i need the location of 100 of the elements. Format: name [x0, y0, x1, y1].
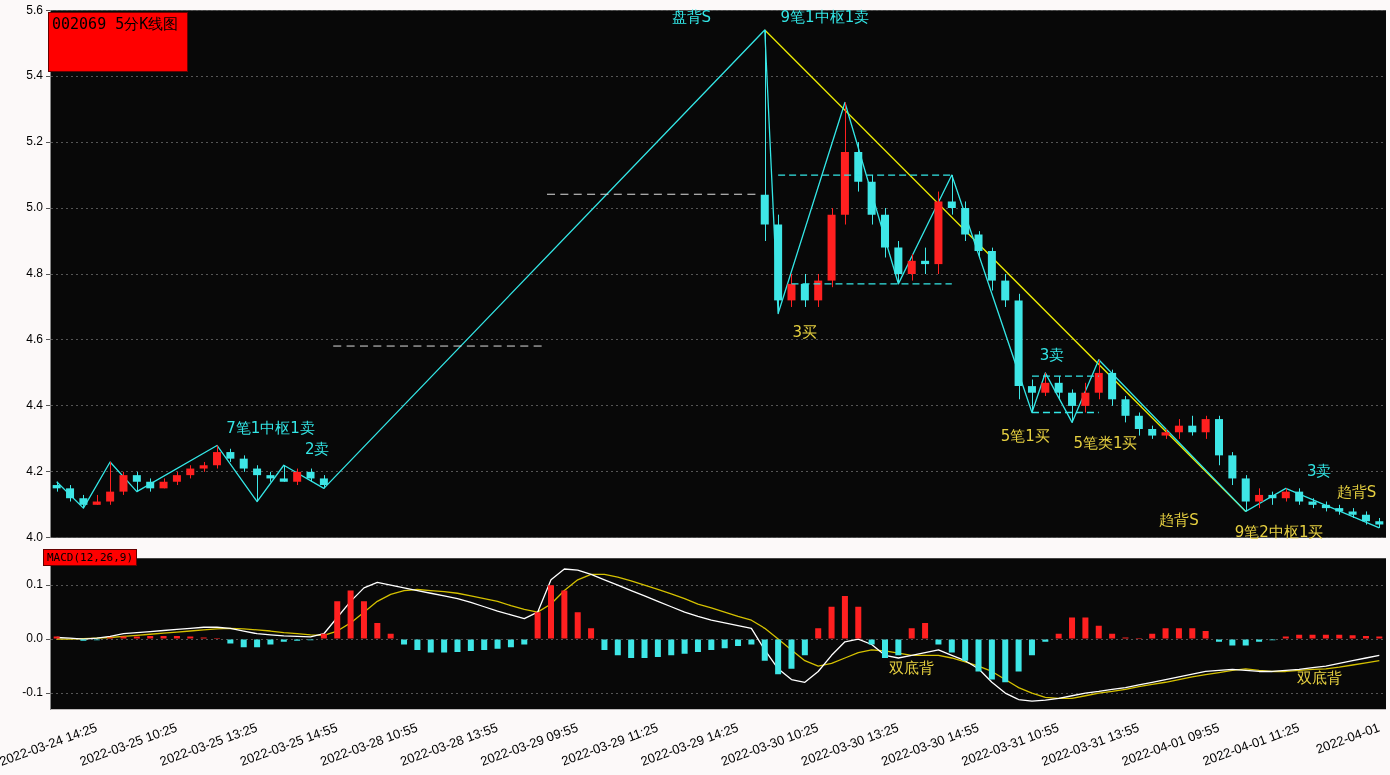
annotation: 2卖	[304, 440, 330, 459]
bar	[908, 628, 915, 639]
y-tick-label: 0.0	[26, 631, 44, 646]
annotation: 7笔1中枢1卖	[226, 418, 315, 437]
bar	[360, 601, 367, 639]
bar	[681, 639, 688, 654]
bar	[280, 639, 287, 642]
bar	[748, 639, 755, 645]
annotation: 盘背S	[671, 8, 712, 27]
y-tick-label: 5.0	[26, 200, 44, 215]
bar	[775, 639, 782, 675]
bar	[641, 639, 648, 658]
annotation: 9笔2中枢1买	[1234, 522, 1324, 541]
bar	[588, 628, 595, 639]
bar	[841, 595, 848, 639]
bar	[788, 639, 795, 669]
bar	[761, 639, 768, 661]
bar	[1189, 628, 1196, 639]
annotation: 5笔1买	[1000, 427, 1050, 446]
candlestick	[1161, 428, 1170, 440]
y-tick-label: 5.6	[26, 2, 44, 17]
bar	[254, 639, 261, 648]
bar	[1296, 634, 1303, 639]
candlestick	[172, 471, 181, 486]
bar	[53, 636, 60, 639]
annotation: 双底背	[1296, 669, 1342, 688]
annotation: 9笔1中枢1卖	[780, 8, 870, 27]
candlestick	[199, 461, 208, 473]
candlestick	[119, 471, 128, 496]
bar	[1242, 639, 1249, 646]
bar	[1215, 639, 1223, 642]
bar	[521, 639, 528, 645]
annotation: 双底背	[889, 658, 935, 677]
bar	[628, 639, 635, 658]
bar	[815, 628, 822, 639]
bar	[855, 606, 862, 639]
candlestick	[1241, 474, 1250, 512]
bar	[187, 636, 194, 639]
y-tick-label: 4.4	[26, 398, 44, 413]
bar	[948, 639, 955, 653]
candlestick	[226, 448, 235, 463]
bar	[1336, 634, 1343, 639]
bar	[427, 639, 434, 653]
y-tick-label: 5.2	[26, 134, 44, 149]
bar	[721, 639, 728, 649]
y-tick-label: 5.4	[26, 68, 44, 83]
bar	[334, 601, 341, 639]
candlestick	[132, 471, 141, 493]
bar	[507, 639, 514, 648]
bar	[1069, 617, 1076, 639]
bar	[133, 636, 140, 639]
bar	[1055, 633, 1062, 639]
bar	[561, 590, 568, 639]
bar	[801, 639, 808, 656]
bar	[320, 633, 327, 639]
y-tick-label: 4.0	[26, 530, 44, 545]
bar	[694, 639, 701, 653]
y-tick-label: 4.8	[26, 266, 44, 281]
bar	[1309, 634, 1316, 639]
bar	[347, 590, 354, 639]
title-label: 002069 5分K线图	[48, 12, 188, 72]
bar	[267, 639, 274, 645]
bar	[173, 635, 180, 639]
bar	[1095, 625, 1102, 639]
bar	[1028, 639, 1035, 656]
y-tick-label: 0.1	[26, 577, 44, 592]
bar	[1002, 639, 1009, 683]
candlestick	[79, 494, 88, 509]
annotation: 3买	[792, 323, 818, 342]
bar	[1082, 617, 1089, 639]
bar	[414, 639, 421, 650]
bar	[1202, 631, 1209, 639]
bar	[1362, 635, 1369, 639]
bar	[1282, 636, 1289, 639]
candlestick	[1148, 425, 1157, 440]
bar	[147, 635, 154, 639]
bar	[1175, 628, 1182, 639]
title-label: MACD(12,26,9)	[43, 549, 138, 566]
bar	[1109, 633, 1116, 639]
bar	[374, 622, 381, 639]
bar	[895, 639, 902, 656]
bar	[481, 639, 488, 650]
bar	[1229, 639, 1236, 646]
candlestick	[947, 174, 956, 216]
bar	[614, 639, 621, 656]
bar	[494, 639, 501, 649]
bar	[120, 636, 127, 639]
y-tick-label: 4.6	[26, 332, 44, 347]
bar	[1322, 634, 1329, 639]
bar	[988, 639, 995, 680]
bar	[935, 639, 942, 645]
candlestick	[1121, 395, 1130, 423]
bar	[547, 585, 555, 639]
bar	[922, 622, 929, 639]
bar	[1349, 635, 1356, 639]
bar	[534, 612, 541, 639]
y-tick-label: -0.1	[22, 685, 44, 700]
bar	[601, 639, 608, 650]
bar	[708, 639, 715, 650]
y-tick-label: 4.2	[26, 464, 44, 479]
